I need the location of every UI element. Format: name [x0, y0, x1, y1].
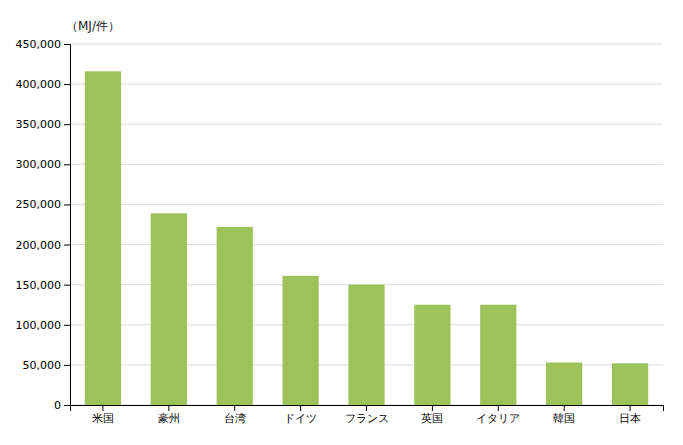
- y-tick: 0: [54, 399, 70, 412]
- y-tick-mark: [64, 365, 70, 366]
- bar: [85, 71, 121, 405]
- y-tick-label: 400,000: [16, 78, 62, 91]
- bar: [414, 305, 450, 405]
- grid-line: [70, 204, 663, 205]
- grid-line: [70, 44, 663, 45]
- x-tick-mark: [630, 405, 631, 411]
- y-tick-label: 300,000: [16, 158, 62, 171]
- y-tick: 150,000: [16, 279, 71, 292]
- y-tick-mark: [64, 44, 70, 45]
- x-axis-line: [71, 406, 664, 412]
- x-tick-mark: [366, 405, 367, 411]
- y-tick-mark: [64, 164, 70, 165]
- y-tick-mark: [64, 285, 70, 286]
- y-tick: 450,000: [16, 38, 71, 51]
- bar: [151, 213, 187, 405]
- x-tick: 英国: [421, 405, 443, 425]
- bars: [85, 71, 648, 405]
- y-tick-label: 450,000: [16, 38, 62, 51]
- x-tick-mark: [234, 405, 235, 411]
- x-tick: 豪州: [158, 405, 180, 425]
- x-tick-label: 豪州: [158, 412, 180, 425]
- plot: 0 50,000 100,000 150,000 200,000 250,000 300,0…: [16, 38, 664, 425]
- grid-line: [70, 84, 663, 85]
- x-tick-label: 米国: [92, 412, 114, 425]
- x-tick-label: 日本: [619, 412, 641, 425]
- x-tick: イタリア: [476, 405, 520, 425]
- y-tick-label: 200,000: [16, 239, 62, 252]
- bar: [217, 227, 253, 405]
- y-tick: 300,000: [16, 158, 71, 171]
- bar: [612, 363, 648, 405]
- y-tick-label: 350,000: [16, 118, 62, 131]
- y-label: （MJ/件）: [66, 19, 120, 33]
- x-tick-mark: [432, 405, 433, 411]
- y-tick-label: 0: [54, 399, 61, 412]
- x-tick: 日本: [619, 405, 641, 425]
- y-tick-mark: [64, 204, 70, 205]
- bar: [282, 276, 318, 405]
- x-tick-label: イタリア: [476, 412, 520, 425]
- x-tick: 台湾: [224, 405, 246, 425]
- x-tick: 米国: [92, 405, 114, 425]
- y-axis-line: [64, 45, 71, 406]
- y-tick-label: 100,000: [16, 319, 62, 332]
- chart: 0 50,000 100,000 150,000 200,000 250,000 300,0…: [0, 0, 683, 445]
- grid: [70, 44, 663, 405]
- bar: [348, 285, 384, 405]
- y-tick-label: 250,000: [16, 198, 62, 211]
- y-tick-mark: [64, 245, 70, 246]
- y-tick: 50,000: [23, 359, 71, 372]
- x-axis: 米国 豪州 台湾 ドイツ フランス 英国 イタリア 韓国 日本: [71, 405, 664, 425]
- y-tick: 100,000: [16, 319, 71, 332]
- grid-line: [70, 124, 663, 125]
- x-tick-mark: [102, 405, 103, 411]
- y-tick-mark: [64, 325, 70, 326]
- x-tick-label: 台湾: [224, 412, 246, 425]
- y-axis: 0 50,000 100,000 150,000 200,000 250,000 300,0…: [16, 38, 71, 412]
- x-tick-label: 英国: [421, 412, 443, 425]
- bar: [480, 305, 516, 405]
- y-tick: 350,000: [16, 118, 71, 131]
- x-tick: フランス: [345, 405, 389, 425]
- y-tick: 200,000: [16, 239, 71, 252]
- x-tick-label: 韓国: [553, 412, 575, 425]
- x-tick-mark: [300, 405, 301, 411]
- y-tick-label: 50,000: [23, 359, 62, 372]
- y-tick: 250,000: [16, 198, 71, 211]
- y-tick-mark: [64, 405, 70, 406]
- x-tick: ドイツ: [284, 405, 317, 425]
- y-tick: 400,000: [16, 78, 71, 91]
- bar: [546, 362, 582, 405]
- y-tick-label: 150,000: [16, 279, 62, 292]
- x-tick-mark: [498, 405, 499, 411]
- x-tick: 韓国: [553, 405, 575, 425]
- x-tick-label: フランス: [345, 412, 389, 425]
- x-tick-label: ドイツ: [284, 412, 317, 425]
- grid-line: [70, 164, 663, 165]
- y-tick-mark: [64, 124, 70, 125]
- x-tick-mark: [564, 405, 565, 411]
- y-tick-mark: [64, 84, 70, 85]
- x-tick-mark: [168, 405, 169, 411]
